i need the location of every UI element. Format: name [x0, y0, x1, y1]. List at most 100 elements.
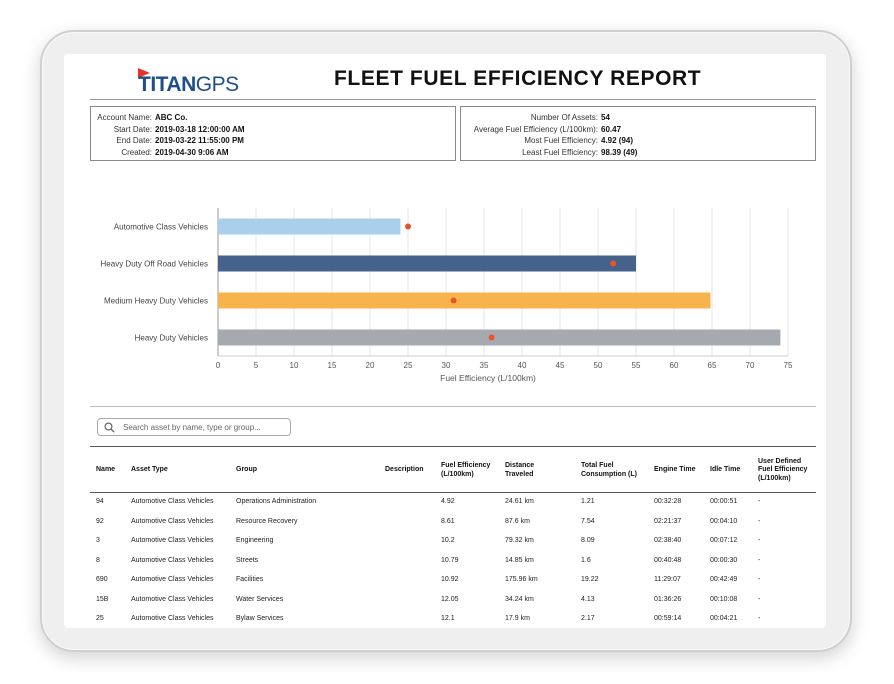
marker-point — [405, 223, 411, 230]
category-label: Automotive Class Vehicles — [114, 223, 208, 232]
column-header[interactable]: Idle Time — [710, 466, 741, 474]
table-row[interactable]: 92 Automotive Class Vehicles Resource Reco… — [90, 513, 816, 533]
info-label: End Date: — [116, 136, 152, 145]
table-cell: 175.96 km — [505, 576, 538, 583]
column-header[interactable]: Group — [236, 466, 257, 474]
info-value: 2019-04-30 9:06 AM — [155, 147, 229, 157]
table-cell: 12.1 — [441, 615, 455, 622]
column-header[interactable]: Fuel Efficiency (L/100km) — [441, 462, 491, 478]
table-cell: - — [758, 537, 761, 544]
info-value: 2019-03-22 11:55:00 PM — [155, 136, 244, 145]
info-value: 54 — [601, 113, 610, 122]
column-header[interactable]: Description — [385, 466, 424, 474]
page-title: FLEET FUEL EFFICIENCY REPORT — [334, 67, 702, 90]
table-row[interactable]: 3 Automotive Class Vehicles Engineering 10.… — [90, 532, 816, 552]
table-cell: 00:40:48 — [654, 556, 682, 564]
asset-table: Name Asset Type Group Description Fuel Effic… — [90, 446, 816, 628]
table-header: Name Asset Type Group Description Fuel Effic… — [90, 446, 816, 493]
info-label: Least Fuel Efficiency: — [522, 147, 598, 157]
flag-icon — [138, 68, 150, 78]
least-efficiency-row: Least Fuel Efficiency: 98.39 (49) — [461, 147, 815, 159]
category-label: Heavy Duty Off Road Vehicles — [101, 260, 208, 269]
table-cell: 4.92 — [441, 498, 455, 505]
x-tick-label: 65 — [708, 361, 717, 370]
table-cell: 3 — [96, 537, 100, 544]
table-cell: Automotive Class Vehicles — [131, 517, 214, 525]
table-cell: 00:00:30 — [710, 556, 738, 564]
table-cell: 94 — [96, 498, 104, 505]
table-cell: Automotive Class Vehicles — [131, 498, 214, 505]
table-cell: - — [758, 576, 761, 583]
info-label: Number Of Assets: — [530, 113, 598, 122]
column-header[interactable]: Engine Time — [654, 466, 696, 474]
search-box[interactable] — [97, 418, 291, 436]
column-header[interactable]: Name — [96, 466, 116, 474]
divider — [90, 406, 816, 407]
table-cell: 690 — [96, 576, 108, 583]
table-cell: 00:07:12 — [710, 537, 738, 544]
table-cell: 92 — [96, 517, 104, 525]
table-cell: Automotive Class Vehicles — [131, 576, 214, 583]
x-tick-label: 35 — [480, 361, 489, 370]
table-cell: Streets — [236, 556, 259, 564]
x-tick-label: 5 — [254, 361, 259, 370]
table-cell: Automotive Class Vehicles — [131, 537, 214, 544]
info-value: 4.92 (94) — [601, 136, 634, 145]
category-label: Heavy Duty Vehicles — [135, 334, 208, 343]
column-header[interactable]: User Defined Fuel Efficiency (L/100km) — [758, 457, 808, 482]
table-cell: Facilities — [236, 576, 264, 583]
bar — [218, 218, 401, 235]
info-label: Average Fuel Efficiency (L/100km): — [473, 124, 598, 134]
table-row[interactable]: 8 Automotive Class Vehicles Streets 10.79 14… — [90, 552, 816, 572]
account-info-panel: Account Name: ABC Co. Start Date: 2019-03-… — [90, 106, 456, 161]
table-cell: - — [758, 517, 761, 525]
table-row[interactable]: 15B Automotive Class Vehicles Water Servic… — [90, 591, 816, 611]
table-cell: 15B — [96, 595, 109, 603]
info-value: ABC Co. — [155, 113, 188, 122]
table-cell: Automotive Class Vehicles — [131, 595, 214, 603]
table-cell: 1.21 — [581, 498, 595, 505]
marker-point — [450, 297, 457, 304]
info-label: Created: — [121, 147, 152, 157]
x-tick-label: 0 — [216, 361, 221, 370]
table-cell: - — [758, 498, 761, 505]
bar — [218, 255, 636, 272]
info-value: 98.39 (49) — [601, 147, 638, 157]
table-row[interactable]: 690 Automotive Class Vehicles Facilities 10… — [90, 571, 816, 591]
table-cell: - — [758, 556, 761, 564]
table-cell: 00:32:28 — [654, 498, 682, 505]
table-cell: Bylaw Services — [236, 615, 284, 622]
bar — [218, 329, 781, 346]
table-cell: 10.92 — [441, 576, 459, 583]
column-header[interactable]: Distance Traveled — [505, 462, 535, 478]
table-cell: 79.32 km — [505, 537, 534, 544]
table-body: 94 Automotive Class Vehicles Operations Ad… — [90, 493, 816, 628]
table-row[interactable]: 94 Automotive Class Vehicles Operations Ad… — [90, 493, 816, 513]
x-tick-label: 25 — [404, 361, 413, 370]
x-tick-label: 20 — [366, 361, 375, 370]
x-tick-label: 55 — [632, 361, 641, 370]
column-header[interactable]: Total Fuel Consumption (L) — [581, 462, 637, 478]
table-cell: 24.61 km — [505, 498, 534, 505]
table-row[interactable]: 25 Automotive Class Vehicles Bylaw Service… — [90, 610, 816, 628]
table-cell: 17.9 km — [505, 615, 530, 622]
search-input[interactable] — [123, 422, 283, 432]
table-cell: 8.61 — [441, 517, 455, 525]
account-name-row: Account Name: ABC Co. — [91, 112, 455, 124]
table-cell: 25 — [96, 615, 104, 622]
table-cell: Water Services — [236, 595, 284, 603]
table-cell: 01:36:26 — [654, 595, 682, 603]
column-header[interactable]: Asset Type — [131, 466, 168, 474]
start-date-row: Start Date: 2019-03-18 12:00:00 AM — [91, 124, 455, 136]
table-cell: 02:21:37 — [654, 517, 682, 525]
table-cell: 00:42:49 — [710, 576, 738, 583]
table-cell: 7.54 — [581, 517, 595, 525]
average-efficiency-row: Average Fuel Efficiency (L/100km): 60.47 — [461, 124, 815, 136]
table-cell: 19.22 — [581, 576, 599, 583]
fuel-efficiency-chart: 0 5 10 15 20 25 30 35 40 45 50 55 60 65 70 75 Automotive… — [101, 208, 793, 383]
titangps-logo: TITANGPS — [138, 68, 239, 96]
x-tick-label: 60 — [670, 361, 679, 370]
category-label: Medium Heavy Duty Vehicles — [104, 297, 208, 306]
bar — [218, 292, 711, 309]
x-tick-label: 30 — [442, 361, 451, 370]
